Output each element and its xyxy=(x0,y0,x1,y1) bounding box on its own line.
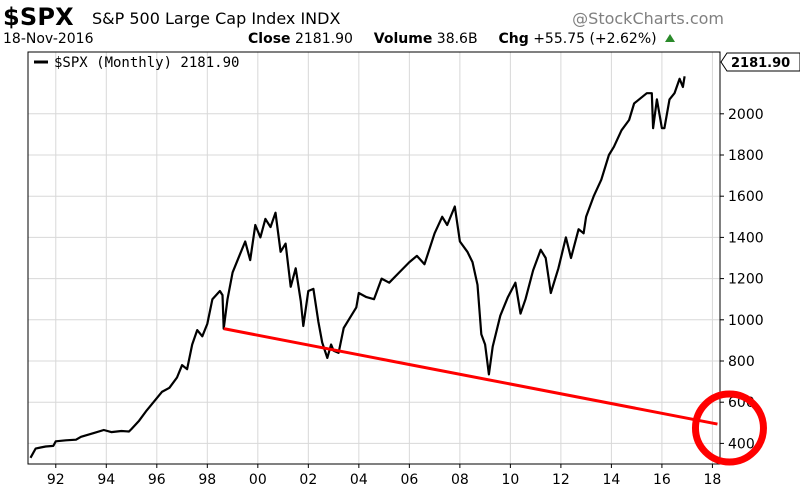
y-tick-label: 1000 xyxy=(728,313,764,329)
x-tick-label: 06 xyxy=(400,472,418,488)
price-stats: Close 2181.90 Volume 38.6B Chg +55.75 (+… xyxy=(248,31,676,47)
chart-date: 18-Nov-2016 xyxy=(3,31,94,47)
y-tick-label: 1200 xyxy=(728,272,764,288)
legend: $SPX (Monthly) 2181.90 xyxy=(34,55,239,71)
last-price-tag: 2181.90 xyxy=(720,52,800,72)
price-tag-box xyxy=(720,52,800,72)
legend-label: $SPX (Monthly) 2181.90 xyxy=(54,55,239,71)
price-line xyxy=(29,76,686,459)
y-tick-label: 2000 xyxy=(728,107,764,123)
grid xyxy=(28,52,720,464)
overlay-layer xyxy=(223,327,767,466)
chart-header: $SPX S&P 500 Large Cap Index INDX @Stock… xyxy=(0,0,800,52)
plot-frame xyxy=(27,51,721,465)
close-label: Close xyxy=(248,31,291,47)
volume-label: Volume xyxy=(373,31,433,47)
y-tick-label: 400 xyxy=(728,436,755,452)
ticker-symbol: $SPX xyxy=(3,3,74,31)
brand-label[interactable]: @StockCharts.com xyxy=(572,9,724,28)
y-tick-label: 1600 xyxy=(728,189,764,205)
x-tick-label: 10 xyxy=(501,472,519,488)
x-tick-label: 00 xyxy=(249,472,267,488)
x-tick-label: 14 xyxy=(602,472,620,488)
x-tick-label: 92 xyxy=(47,472,65,488)
x-tick-label: 18 xyxy=(704,472,722,488)
annotation-circle xyxy=(691,390,767,466)
change-label: Chg xyxy=(498,31,529,47)
index-name: S&P 500 Large Cap Index INDX xyxy=(92,9,341,28)
change-value: +55.75 (+2.62%) xyxy=(533,31,657,47)
x-tick-label: 12 xyxy=(552,472,570,488)
x-tick-label: 16 xyxy=(653,472,671,488)
x-tick-label: 08 xyxy=(451,472,469,488)
series-layer xyxy=(29,76,686,459)
close-value: 2181.90 xyxy=(294,31,353,47)
y-tick-label: 1800 xyxy=(728,148,764,164)
price-tag-value: 2181.90 xyxy=(731,56,790,71)
up-arrow-icon xyxy=(665,34,676,42)
x-tick-label: 04 xyxy=(350,472,368,488)
x-tick-label: 98 xyxy=(198,472,216,488)
y-tick-label: 800 xyxy=(728,354,755,370)
x-tick-label: 94 xyxy=(97,472,115,488)
x-tick-label: 96 xyxy=(148,472,166,488)
x-tick-label: 02 xyxy=(299,472,317,488)
trend-line xyxy=(223,327,718,426)
y-tick-label: 1400 xyxy=(728,230,764,246)
volume-value: 38.6B xyxy=(436,31,478,47)
